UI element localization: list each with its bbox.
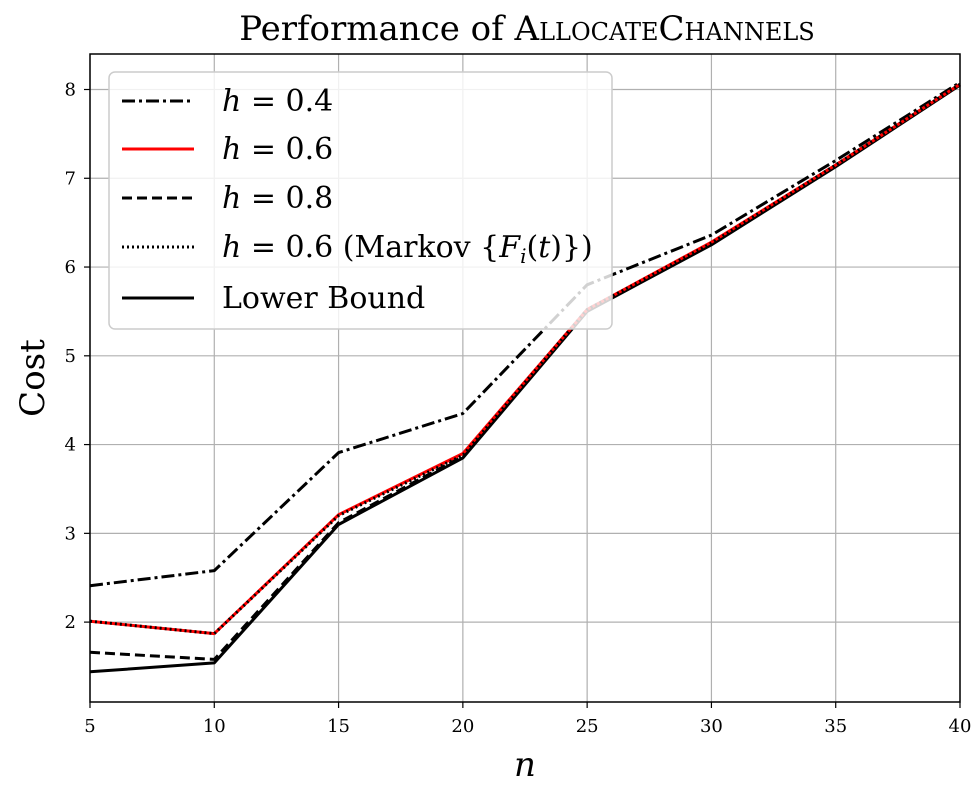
series-group [89, 81, 961, 674]
y-tick-label: 5 [65, 346, 76, 367]
x-tick-label: 35 [824, 716, 847, 737]
x-axis-label: n [514, 745, 536, 785]
x-ticks: 5 10 15 20 25 30 35 40 [84, 702, 971, 737]
y-tick-label: 2 [65, 612, 76, 633]
legend-label-4: Lower Bound [222, 281, 425, 316]
plot-frame [89, 53, 961, 703]
y-tick-label: 6 [65, 257, 76, 278]
x-tick-label: 25 [576, 716, 599, 737]
legend-box [108, 71, 613, 330]
series-line-0 [89, 81, 961, 588]
y-ticks: 2 3 4 5 6 7 8 [65, 80, 90, 633]
chart-title-name: AllocateChannels [514, 9, 815, 49]
series-line-4 [89, 83, 961, 674]
legend-label-2: h = 0.8 [222, 181, 333, 216]
x-tick-label: 5 [84, 716, 95, 737]
legend-label-3: h = 0.6 (Markov {Fi(t)}) [222, 230, 593, 268]
x-tick-label: 10 [203, 716, 226, 737]
y-tick-label: 7 [65, 168, 76, 189]
legend: h = 0.4 h = 0.6 h = 0.8 h = 0.6 (Markov {Fi… [108, 71, 613, 330]
y-tick-label: 3 [65, 523, 76, 544]
x-tick-label: 20 [451, 716, 474, 737]
legend-label-1: h = 0.6 [222, 132, 333, 167]
x-tick-label: 15 [327, 716, 350, 737]
chart-title-prefix: Performance of [239, 9, 514, 49]
y-tick-label: 4 [65, 435, 76, 456]
y-tick-label: 8 [65, 80, 76, 101]
legend-label-0: h = 0.4 [222, 84, 333, 119]
x-tick-label: 40 [949, 716, 972, 737]
chart-title: Performance of AllocateChannels [239, 9, 814, 49]
series-line-3 [89, 82, 961, 636]
x-tick-label: 30 [700, 716, 723, 737]
y-axis-label: Cost [13, 339, 53, 417]
